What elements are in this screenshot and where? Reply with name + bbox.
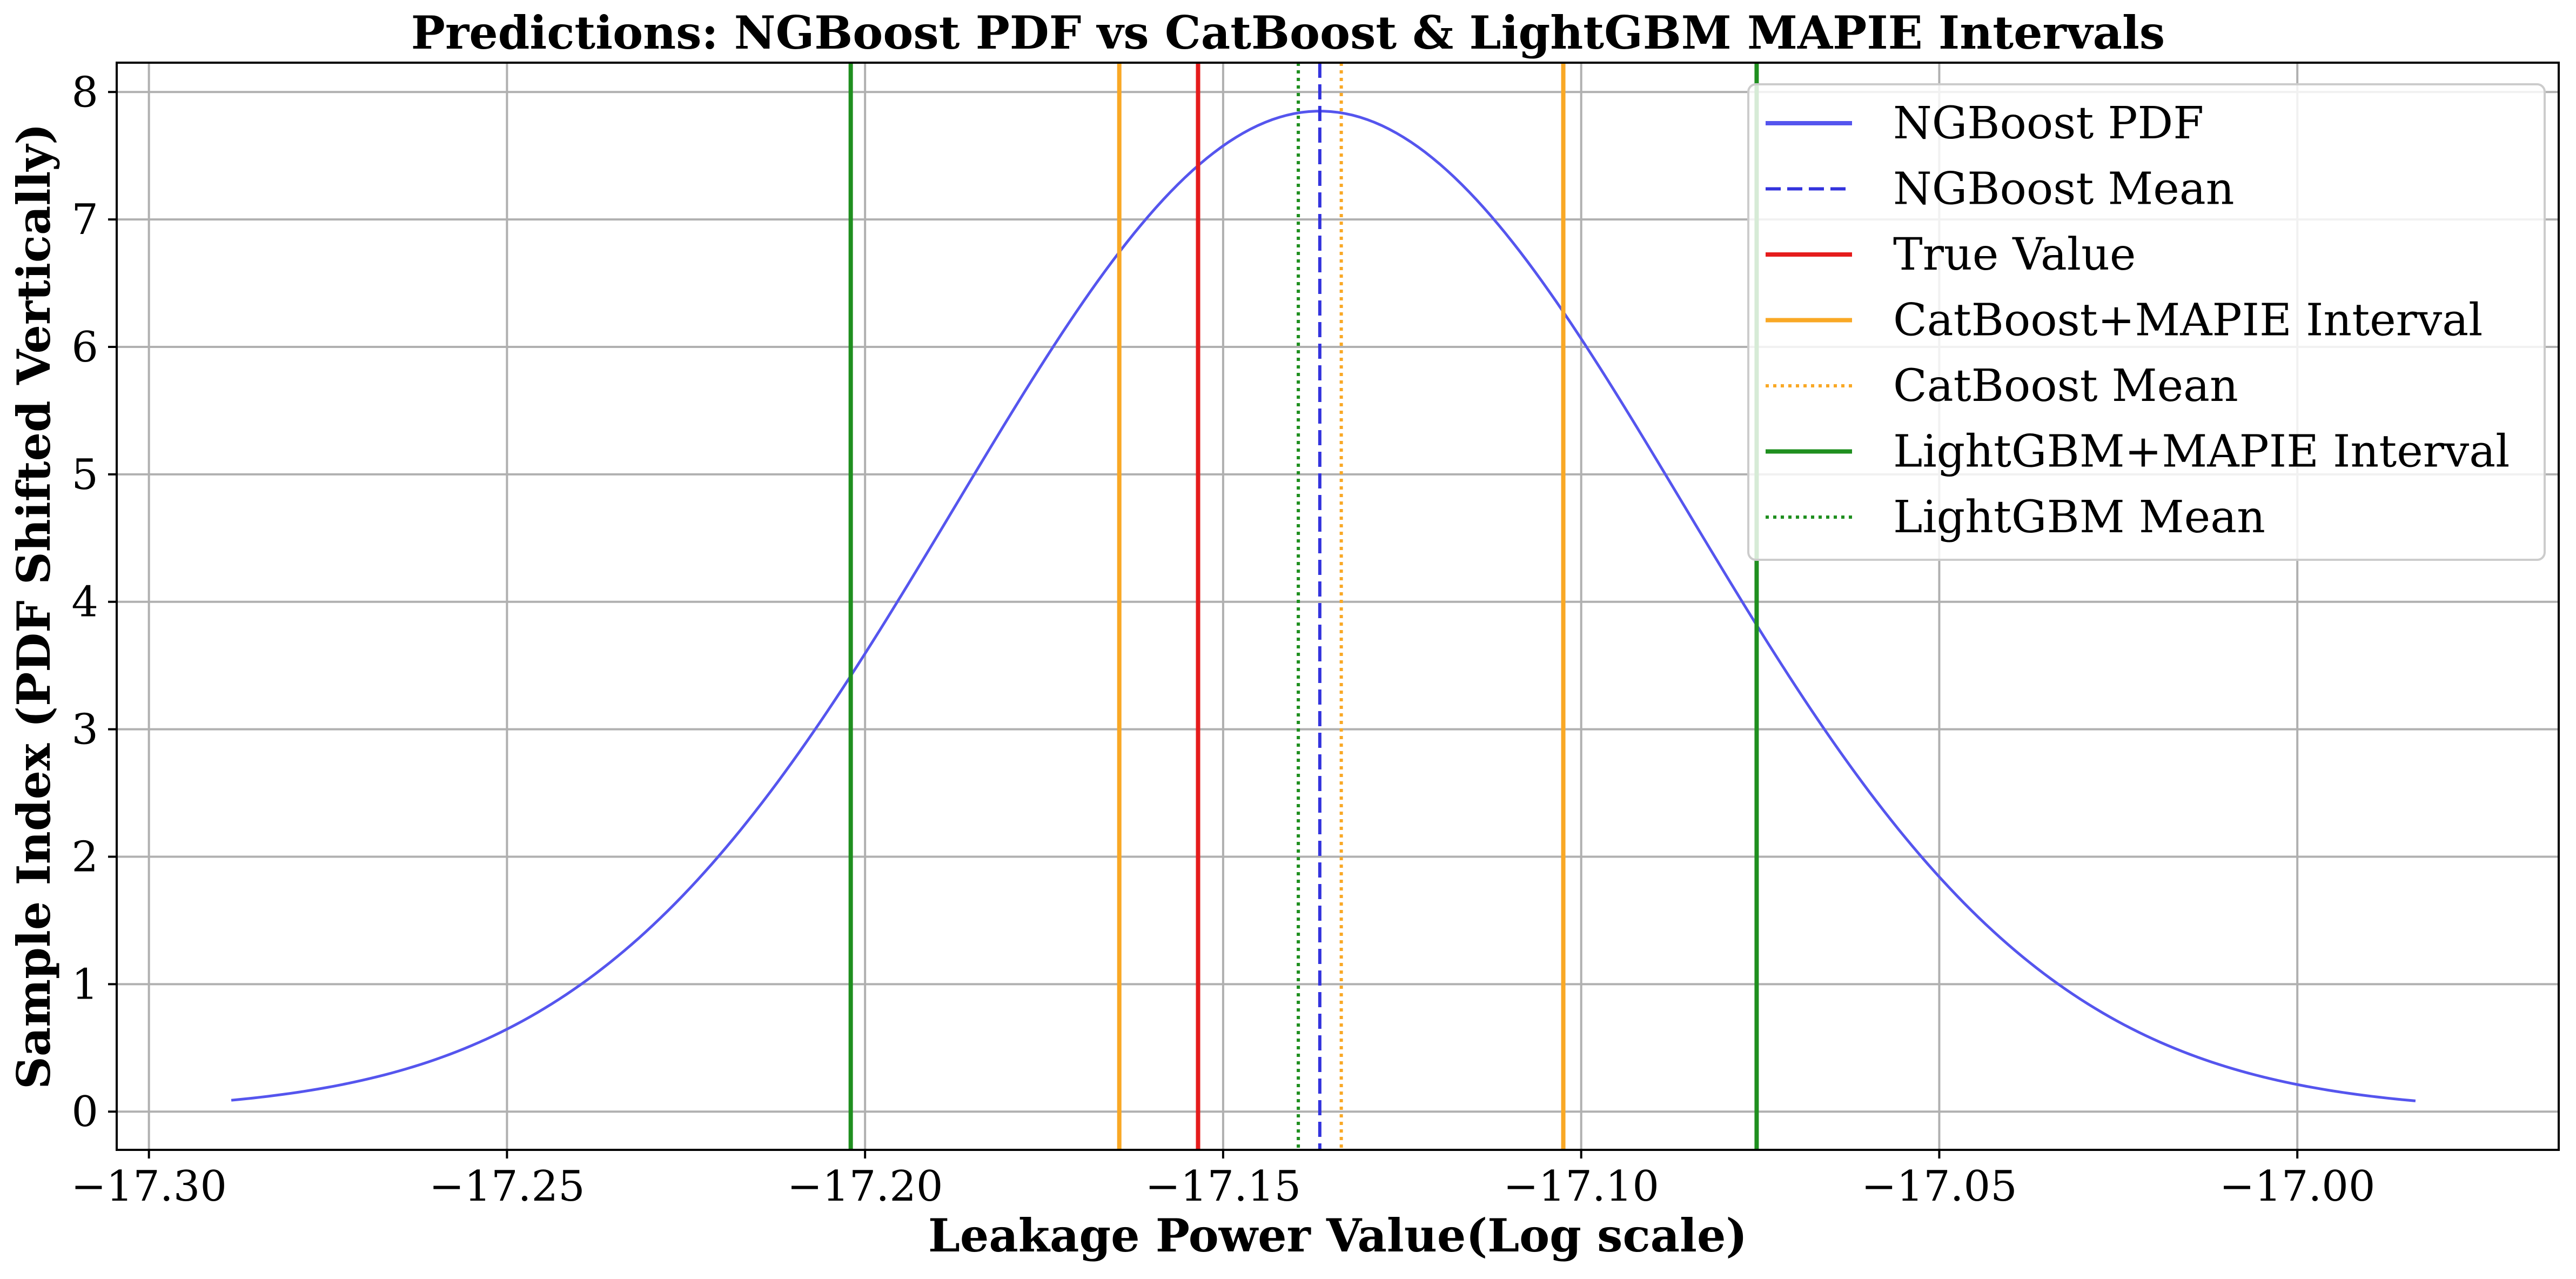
x-tick-label: −17.05 [1861,1162,2017,1211]
x-tick-label: −17.25 [429,1162,585,1211]
legend-label: NGBoost Mean [1893,164,2235,215]
legend-box [1747,83,2546,561]
x-tick-label: −17.20 [787,1162,943,1211]
x-axis-ticks: −17.30 −17.25 −17.20 −17.15 −17.10 −17.05 −17.… [71,1150,2376,1211]
legend: NGBoost PDF NGBoost Mean True Value CatBoos… [1747,83,2546,561]
x-tick-label: −17.10 [1503,1162,1659,1211]
y-tick-label: 5 [71,451,98,499]
legend-label: LightGBM Mean [1893,492,2265,543]
y-axis-ticks: 0 1 2 3 4 5 6 7 8 [71,68,117,1136]
x-tick-label: −17.00 [2219,1162,2376,1211]
y-tick-label: 1 [71,960,98,1009]
legend-label: True Value [1893,229,2136,280]
legend-label: NGBoost PDF [1893,98,2204,149]
y-tick-label: 7 [71,196,98,244]
y-tick-label: 2 [71,833,98,881]
ngboost-pdf-curve [231,110,2416,1102]
legend-label: LightGBM+MAPIE Interval [1893,426,2510,478]
axes-frame [116,62,2560,1151]
legend-label: CatBoost+MAPIE Interval [1893,295,2483,346]
legend-label: CatBoost Mean [1893,360,2238,412]
chart-title: Predictions: NGBoost PDF vs CatBoost & L… [411,6,2165,59]
y-tick-label: 3 [71,706,98,754]
y-axis-label: Sample Index (PDF Shifted Vertically) [7,123,61,1089]
x-axis-label: Leakage Power Value(Log scale) [928,1209,1747,1262]
y-tick-label: 4 [71,578,98,627]
y-tick-label: 6 [71,323,98,372]
x-tick-label: −17.30 [71,1162,227,1211]
y-tick-label: 8 [71,68,98,117]
y-tick-label: 0 [71,1088,98,1136]
x-tick-label: −17.15 [1145,1162,1302,1211]
